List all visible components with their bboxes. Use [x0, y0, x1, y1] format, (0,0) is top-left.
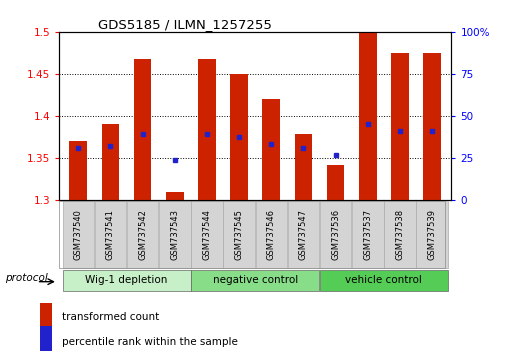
Bar [288, 201, 319, 268]
Text: protocol: protocol [5, 273, 48, 283]
Text: GDS5185 / ILMN_1257255: GDS5185 / ILMN_1257255 [98, 18, 272, 31]
Text: GSM737541: GSM737541 [106, 209, 115, 260]
Bar [63, 201, 94, 268]
Bar [191, 270, 319, 291]
Bar [102, 124, 120, 200]
Bar [423, 53, 441, 200]
Bar [40, 300, 52, 326]
Text: GSM737543: GSM737543 [170, 209, 180, 260]
Bar [69, 141, 87, 200]
Bar [320, 270, 448, 291]
Text: percentile rank within the sample: percentile rank within the sample [62, 337, 238, 347]
Bar [134, 59, 151, 200]
Bar [352, 201, 384, 268]
Text: GSM737542: GSM737542 [138, 209, 147, 260]
Text: vehicle control: vehicle control [345, 275, 422, 285]
Bar [166, 192, 184, 200]
Text: GSM737536: GSM737536 [331, 209, 340, 260]
Bar [320, 201, 351, 268]
Text: GSM737540: GSM737540 [74, 209, 83, 260]
Bar [223, 201, 255, 268]
Bar [294, 135, 312, 200]
Bar [95, 201, 126, 268]
Text: GSM737537: GSM737537 [363, 209, 372, 260]
Text: negative control: negative control [212, 275, 298, 285]
Bar [40, 326, 52, 352]
Text: GSM737545: GSM737545 [234, 209, 244, 260]
Bar [159, 201, 190, 268]
Bar [327, 165, 345, 200]
Bar [198, 59, 216, 200]
Bar [417, 201, 448, 268]
Text: GSM737544: GSM737544 [203, 209, 211, 260]
Bar [263, 99, 280, 200]
Bar [384, 201, 416, 268]
Text: Wig-1 depletion: Wig-1 depletion [85, 275, 168, 285]
Text: GSM737539: GSM737539 [428, 209, 437, 260]
Text: GSM737547: GSM737547 [299, 209, 308, 260]
Bar [191, 201, 223, 268]
Text: transformed count: transformed count [62, 312, 160, 321]
Text: GSM737546: GSM737546 [267, 209, 276, 260]
Bar [63, 270, 190, 291]
Bar [127, 201, 159, 268]
Text: GSM737538: GSM737538 [396, 209, 404, 260]
Bar [230, 74, 248, 200]
Bar [255, 201, 287, 268]
Bar [359, 32, 377, 200]
Bar [391, 53, 409, 200]
